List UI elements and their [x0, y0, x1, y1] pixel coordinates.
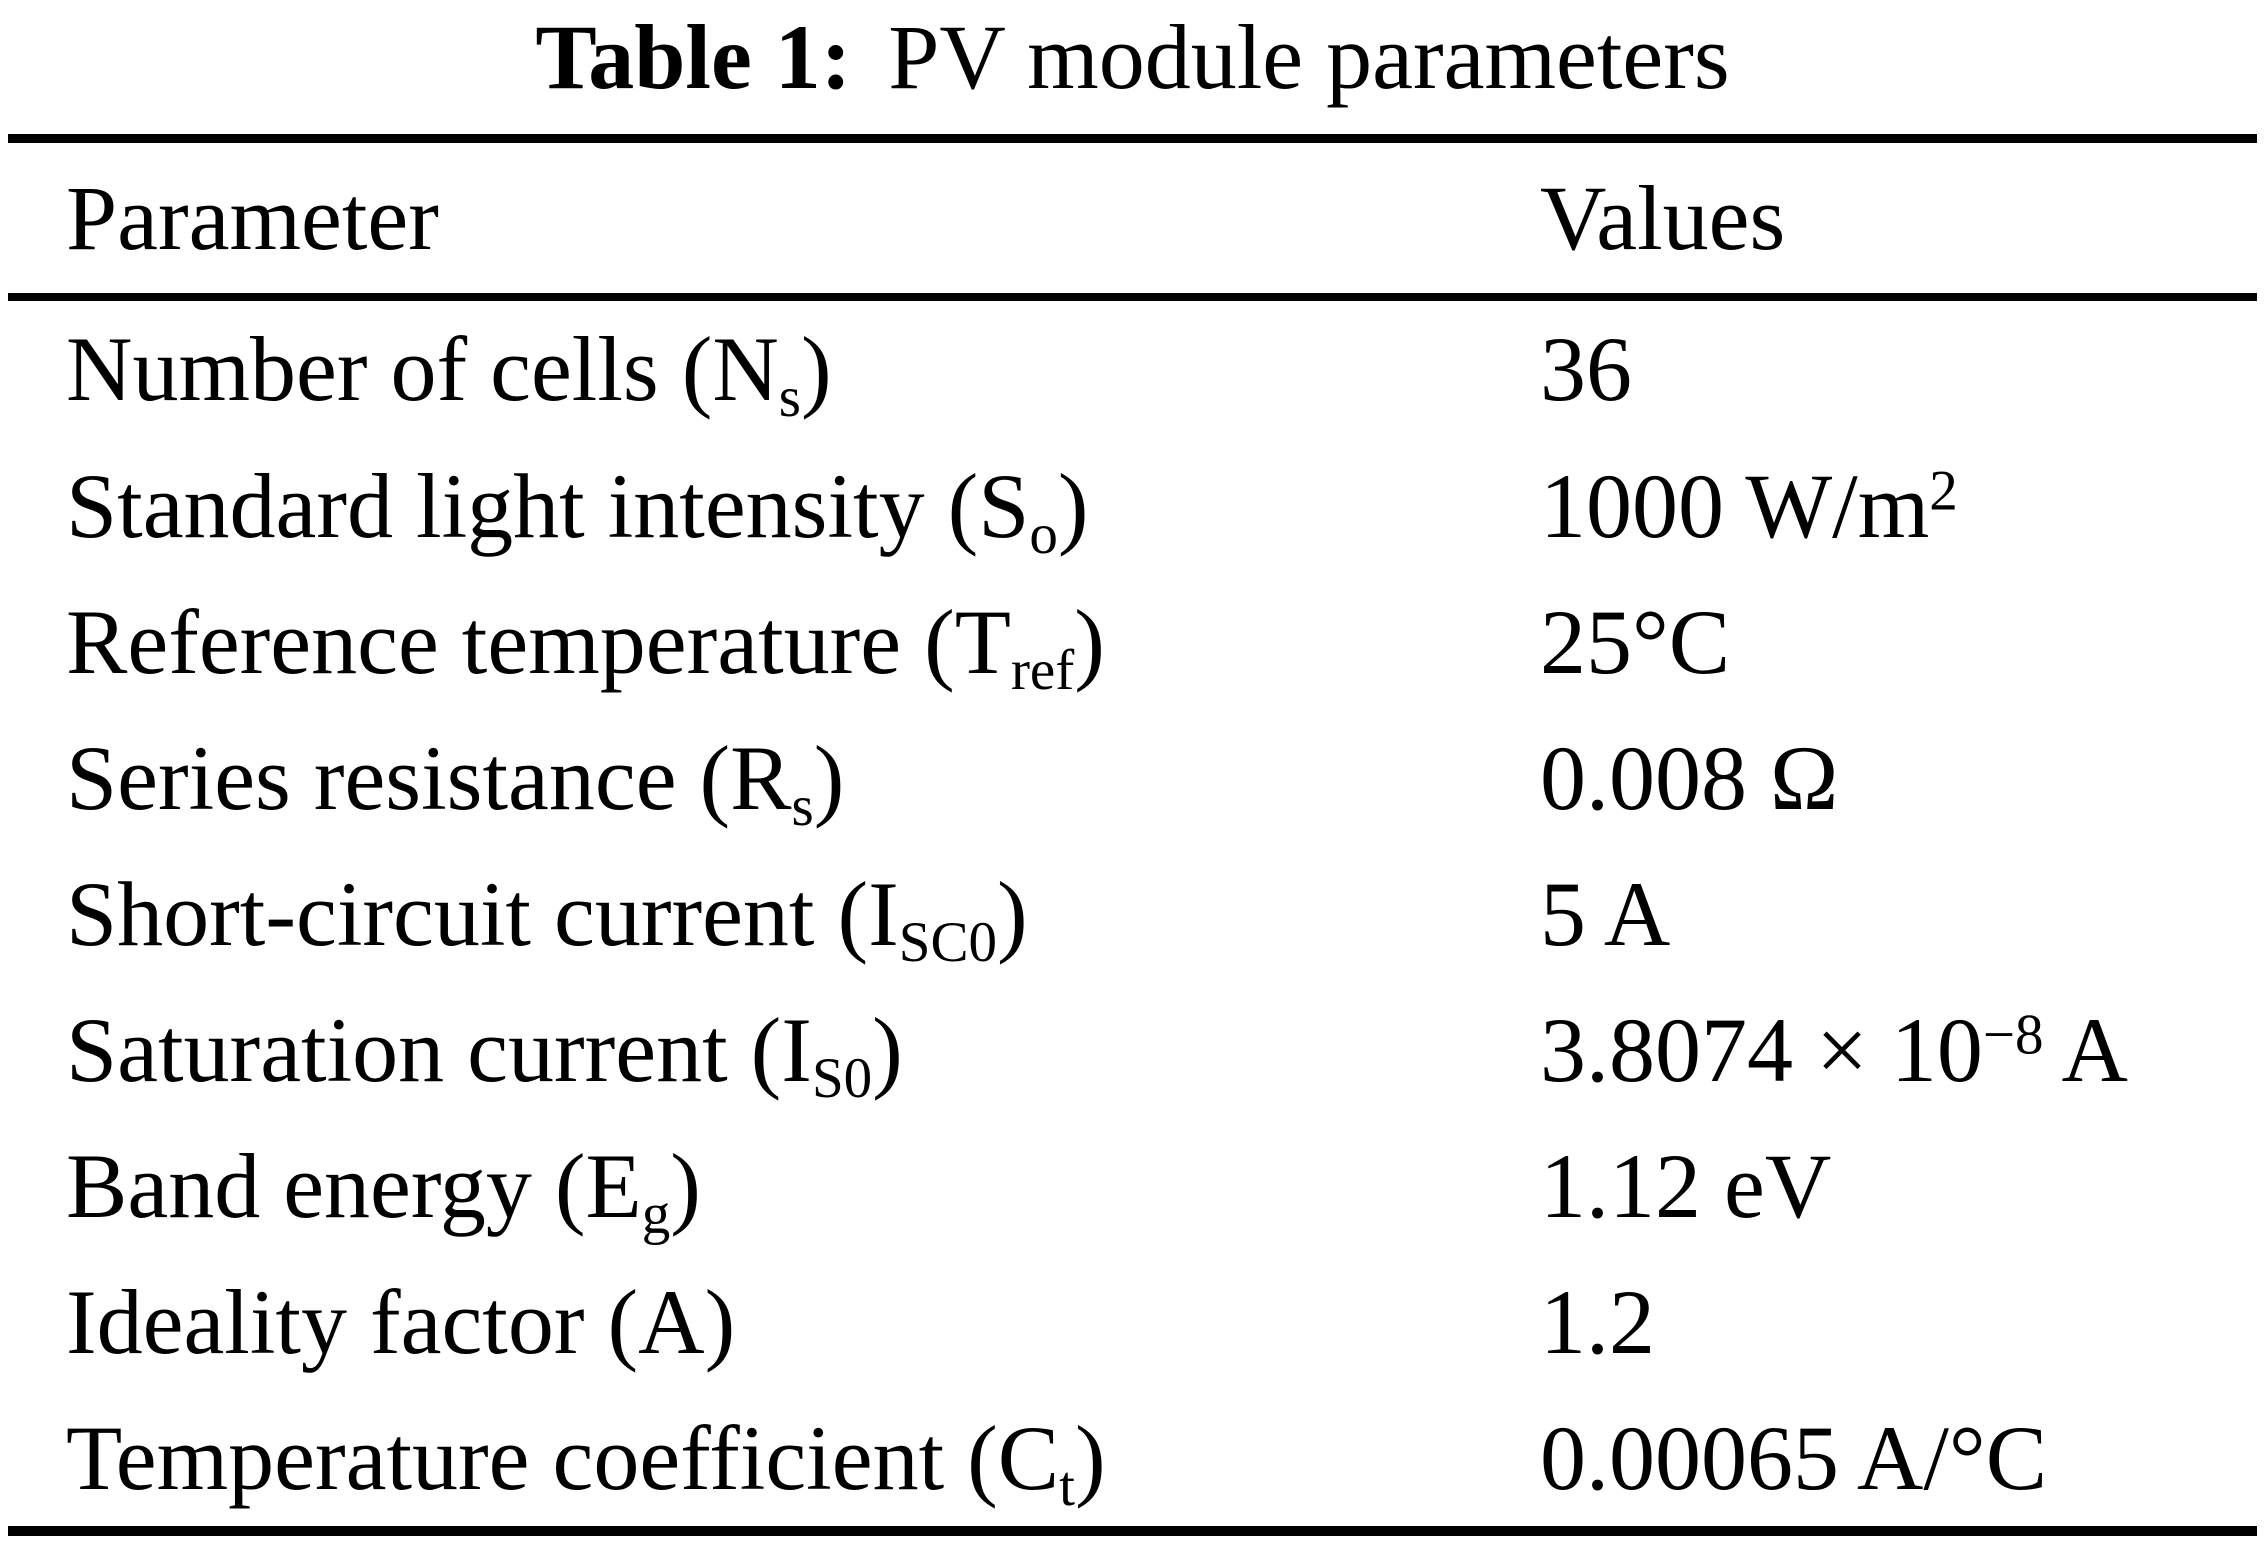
parameter-text-close: )	[997, 862, 1028, 965]
parameter-text-close: )	[872, 998, 903, 1101]
table-caption: Table 1: PV module parameters	[0, 2, 2265, 112]
parameter-cell: Reference temperature (Tref)	[0, 596, 1540, 699]
parameter-text: Saturation current (I	[66, 998, 812, 1101]
value-text: 0.008 Ω	[1540, 726, 1839, 829]
table-row: Reference temperature (Tref) 25°C	[0, 574, 2265, 710]
parameter-text: Short-circuit current (I	[66, 862, 899, 965]
column-header-values: Values	[1540, 167, 1786, 270]
parameter-cell: Saturation current (IS0)	[0, 1004, 1540, 1107]
parameter-text: Series resistance (R	[66, 726, 792, 829]
parameter-text: Band energy (E	[66, 1135, 642, 1238]
table-row: Temperature coefficient (Ct) 0.00065 A/°…	[0, 1390, 2265, 1526]
value-cell: 0.008 Ω	[1540, 732, 2265, 824]
table-row: Short-circuit current (ISC0) 5 A	[0, 846, 2265, 982]
parameter-subscript: S0	[811, 1046, 873, 1110]
table-header-row: Parameter Values	[0, 143, 2265, 293]
table-row: Standard light intensity (So) 1000 W/m2	[0, 438, 2265, 574]
value-superscript: 2	[1929, 459, 1958, 523]
parameter-cell: Band energy (Eg)	[0, 1140, 1540, 1243]
value-text: 36	[1540, 318, 1632, 421]
top-rule	[8, 134, 2257, 144]
value-text: 0.00065 A/°C	[1540, 1407, 2048, 1510]
value-text: 5 A	[1540, 862, 1671, 965]
parameter-text-close: )	[1074, 590, 1105, 693]
parameter-text: Ideality factor (A)	[66, 1271, 736, 1374]
value-cell: 1.2	[1540, 1276, 2265, 1368]
parameter-cell: Standard light intensity (So)	[0, 460, 1540, 563]
table-row: Ideality factor (A) 1.2	[0, 1254, 2265, 1390]
parameter-text-close: )	[813, 726, 845, 829]
parameter-subscript: ref	[1010, 638, 1075, 702]
parameter-cell: Number of cells (Ns)	[0, 323, 1540, 426]
bottom-rule	[8, 1526, 2257, 1537]
parameter-text-close: )	[1057, 454, 1089, 557]
parameter-subscript: s	[791, 774, 814, 838]
parameter-cell: Ideality factor (A)	[0, 1276, 1540, 1368]
parameter-cell: Series resistance (Rs)	[0, 732, 1540, 835]
parameter-text: Temperature coefficient (C	[66, 1407, 1060, 1510]
parameter-subscript: g	[641, 1183, 671, 1247]
value-cell: 36	[1540, 323, 2265, 415]
value-cell: 1000 W/m2	[1540, 460, 2265, 552]
parameter-text: Number of cells (N	[66, 318, 779, 421]
parameter-text: Reference temperature (T	[66, 590, 1011, 693]
value-cell: 3.8074 × 10−8 A	[1540, 1004, 2265, 1096]
table-row: Saturation current (IS0) 3.8074 × 10−8 A	[0, 982, 2265, 1118]
value-text: 1000 W/m	[1540, 454, 1930, 557]
table-caption-text: PV module parameters	[888, 6, 1730, 108]
table-caption-label: Table 1:	[535, 6, 852, 108]
value-text-tail: A	[2043, 998, 2128, 1101]
table-row: Series resistance (Rs) 0.008 Ω	[0, 710, 2265, 846]
value-superscript: −8	[1982, 1003, 2044, 1067]
table-row: Band energy (Eg) 1.12 eV	[0, 1118, 2265, 1254]
parameter-text-close: )	[670, 1135, 701, 1238]
value-cell: 25°C	[1540, 596, 2265, 688]
parameter-subscript: t	[1059, 1455, 1075, 1519]
value-cell: 1.12 eV	[1540, 1140, 2265, 1232]
table-row: Number of cells (Ns) 36	[0, 301, 2265, 437]
value-text: 3.8074 × 10	[1540, 998, 1983, 1101]
parameter-subscript: SC0	[898, 910, 998, 974]
parameter-text-close: )	[1075, 1407, 1106, 1510]
value-text: 1.2	[1540, 1271, 1655, 1374]
table-body: Number of cells (Ns) 36 Standard light i…	[0, 301, 2265, 1526]
column-header-parameter: Parameter	[66, 167, 439, 270]
value-cell: 0.00065 A/°C	[1540, 1412, 2265, 1504]
parameter-text-close: )	[800, 318, 832, 421]
value-text: 25°C	[1540, 590, 1731, 693]
parameter-subscript: o	[1029, 502, 1058, 566]
parameter-cell: Short-circuit current (ISC0)	[0, 868, 1540, 971]
header-rule	[8, 293, 2257, 302]
value-cell: 5 A	[1540, 868, 2265, 960]
parameter-cell: Temperature coefficient (Ct)	[0, 1412, 1540, 1515]
parameter-text: Standard light intensity (S	[66, 454, 1030, 557]
value-text: 1.12 eV	[1540, 1135, 1832, 1238]
parameter-subscript: s	[778, 366, 801, 430]
